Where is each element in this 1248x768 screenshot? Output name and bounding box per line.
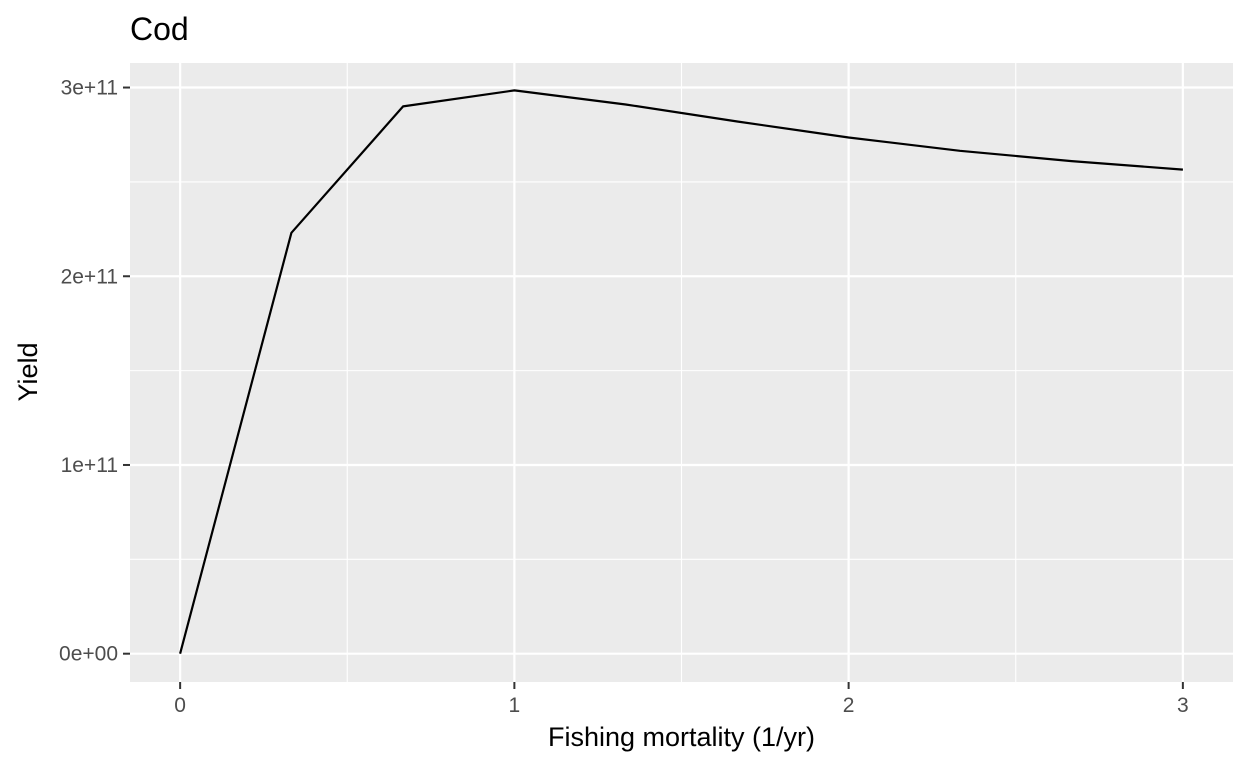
series-line [179,89,1183,654]
x-tick-label: 1 [509,694,521,717]
y-tick-label: 3e+11 [61,77,118,100]
x-tick-label: 0 [174,694,186,717]
y-axis-title: Yield [13,342,43,401]
x-tick-label: 3 [1177,694,1189,717]
chart-title: Cod [130,11,189,47]
y-tick-label: 1e+11 [61,454,118,477]
y-axis: 0e+00 1e+11 2e+11 3e+11 [59,77,130,666]
minor-gridlines [130,63,1233,682]
series-group [179,89,1183,654]
x-axis-title: Fishing mortality (1/yr) [548,722,815,752]
major-gridlines [130,63,1233,682]
x-axis: 0 1 2 3 [174,682,1189,717]
y-tick-label: 0e+00 [59,643,118,666]
y-tick-label: 2e+11 [61,265,118,288]
x-tick-label: 2 [843,694,855,717]
